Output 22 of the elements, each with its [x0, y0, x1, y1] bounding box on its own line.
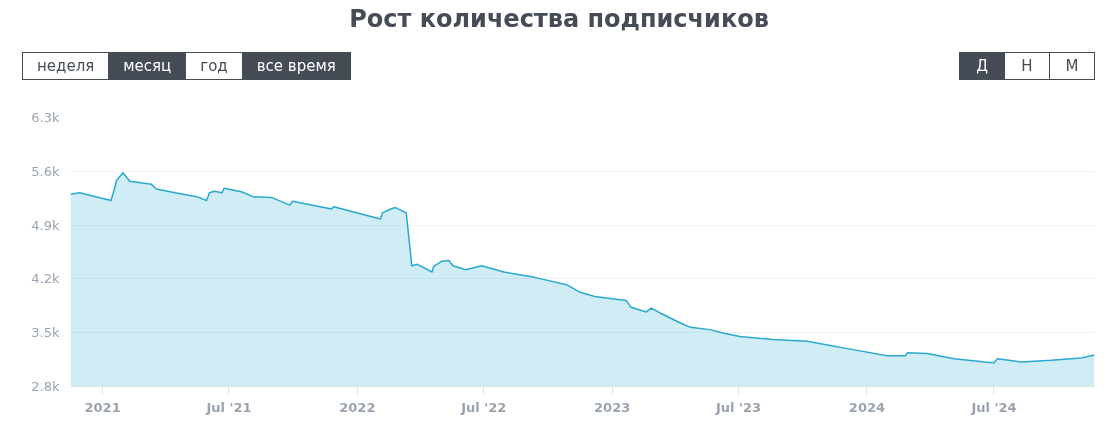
- y-tick-label: 6.3k: [31, 110, 60, 125]
- x-tick-label: Jul '21: [205, 399, 252, 415]
- x-tick-label: Jul '22: [460, 399, 507, 415]
- text: год: [185, 52, 243, 80]
- y-tick-label: 4.2k: [31, 271, 60, 287]
- x-tick-label: Jul '24: [970, 399, 1017, 415]
- x-tick-label: 2024: [848, 399, 886, 415]
- y-tick-label: 5.6k: [31, 163, 60, 179]
- x-tick-label: Jul '23: [714, 399, 762, 415]
- x-tick-label: 2023: [594, 399, 631, 415]
- y-tick-label: 4.9k: [31, 217, 60, 233]
- text: все время: [241, 52, 351, 80]
- text: неделя: [22, 52, 110, 80]
- text: Д: [959, 52, 1005, 80]
- y-tick-label: 3.5k: [31, 325, 60, 341]
- chart-title: Рост количества подписчиков: [349, 4, 769, 35]
- x-tick-label: 2021: [84, 399, 121, 415]
- text: М: [1049, 52, 1095, 80]
- text: Н: [1004, 52, 1050, 80]
- x-tick-label: 2022: [339, 399, 376, 415]
- text: месяц: [108, 52, 187, 80]
- y-tick-label: 2.8k: [31, 379, 60, 394]
